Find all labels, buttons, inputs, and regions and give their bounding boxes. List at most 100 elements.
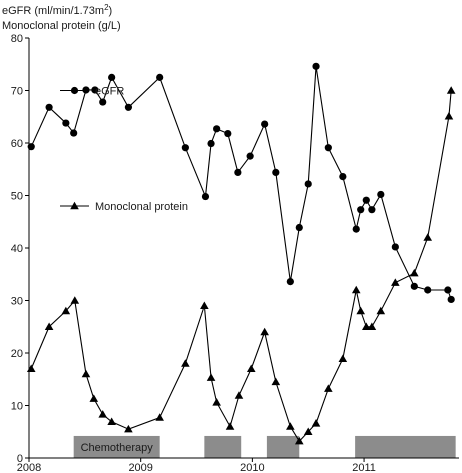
egfr-point [224, 129, 232, 138]
legend-label: eGFR [95, 86, 124, 98]
y-tick-label: 30 [11, 296, 23, 308]
monoclonal-protein-point [98, 410, 108, 418]
monoclonal-protein-point [324, 384, 333, 392]
chemo-label: Chemotherapy [81, 442, 154, 454]
header-line-2: Monoclonal protein (g/L) [2, 20, 121, 32]
egfr-point [391, 243, 399, 251]
egfr-point [99, 98, 107, 106]
monoclonal-protein-point [391, 278, 400, 286]
monoclonal-protein-point [311, 419, 321, 427]
legend: eGFR Monoclonal protein [60, 86, 188, 213]
monoclonal-protein-point [356, 306, 366, 315]
egfr-point [362, 196, 370, 204]
monoclonal-protein-point [61, 306, 71, 315]
chemo-bar [355, 435, 456, 458]
egfr-point [410, 282, 418, 290]
egfr-point [424, 286, 432, 294]
egfr-point [156, 73, 164, 81]
egfr-point [124, 103, 133, 111]
egfr-line [30, 66, 452, 300]
monoclonal-protein-point [44, 322, 54, 330]
egfr-point [447, 295, 455, 304]
chemo-bar [73, 435, 160, 458]
header-line-1-tail: ) [109, 5, 113, 17]
monoclonal-protein-point [89, 394, 99, 402]
egfr-point [324, 144, 332, 152]
monoclonal-protein-point [338, 354, 348, 362]
y-tick-label: 80 [11, 33, 23, 45]
legend-marker [70, 201, 79, 210]
series [26, 62, 456, 445]
egfr-point [286, 278, 294, 286]
egfr-point [27, 143, 35, 151]
series-monoclonal-protein [26, 86, 456, 445]
monoclonal-protein-point [294, 436, 304, 445]
egfr-point [45, 103, 53, 111]
axes: 0 10 20 30 40 50 60 70 80 2008 2009 2010 2011 [11, 33, 459, 473]
y-tick-label: 40 [11, 243, 23, 255]
monoclonal-protein-point [225, 422, 235, 430]
monoclonal-protein-point [234, 391, 244, 399]
egfr-point [304, 180, 312, 188]
monoclonal-protein-point [206, 373, 216, 381]
egfr-point [444, 286, 452, 294]
series-egfr [27, 62, 455, 304]
x-tick-label: 2009 [128, 462, 152, 473]
monoclonal-protein-point [444, 111, 454, 120]
monoclonal-protein-point [423, 233, 433, 241]
egfr-point [213, 125, 221, 133]
legend-marker [70, 86, 79, 95]
monoclonal-protein-point [200, 301, 209, 309]
chemo-bar [204, 435, 242, 458]
egfr-point [368, 206, 376, 214]
header-line-1-text: eGFR (ml/min/1.73m [2, 5, 104, 17]
egfr-point [181, 144, 189, 152]
chemo-bars: Chemotherapy [73, 435, 456, 458]
y-tick-label: 0 [17, 453, 23, 465]
chart-header: eGFR (ml/min/1.73m2) Monoclonal protein … [2, 3, 121, 32]
egfr-point [272, 168, 280, 176]
y-tick-label: 70 [11, 86, 23, 98]
monoclonal-protein-point [367, 322, 377, 330]
egfr-point [246, 152, 254, 160]
header-line-1: eGFR (ml/min/1.73m2) [2, 3, 112, 17]
monoclonal-protein-point [446, 86, 456, 94]
monoclonal-protein-point [26, 364, 36, 372]
egfr-point [91, 86, 99, 94]
monoclonal-protein-point [70, 296, 80, 304]
monoclonal-protein-point [81, 369, 91, 378]
egfr-point [70, 129, 78, 137]
legend-item-monoclonal-protein: Monoclonal protein [60, 201, 188, 213]
monoclonal-protein-line [30, 90, 452, 443]
monoclonal-protein-point [155, 413, 164, 421]
egfr-point [312, 62, 320, 70]
egfr-point [339, 173, 347, 181]
x-tick-label: 2008 [17, 462, 41, 473]
egfr-point [108, 73, 116, 81]
legend-label: Monoclonal protein [95, 201, 188, 213]
x-tick-label: 2010 [240, 462, 264, 473]
monoclonal-protein-point [107, 417, 116, 425]
egfr-point [234, 168, 242, 176]
egfr-point [295, 223, 303, 232]
header-line-1-superscript: 2 [104, 3, 109, 12]
egfr-point [357, 206, 365, 214]
x-tick-label: 2011 [352, 462, 376, 473]
monoclonal-protein-point [271, 377, 281, 386]
monoclonal-protein-point [361, 322, 371, 330]
legend-item-egfr: eGFR [60, 86, 124, 98]
monoclonal-protein-point [351, 285, 361, 294]
egfr-point [62, 119, 70, 127]
y-tick-label: 50 [11, 191, 23, 203]
monoclonal-protein-point [376, 306, 386, 315]
monoclonal-protein-point [303, 427, 313, 435]
egfr-point [352, 225, 360, 233]
egfr-point [261, 120, 269, 128]
y-tick-label: 10 [11, 401, 23, 413]
monoclonal-protein-point [181, 359, 190, 367]
chemo-bar [266, 435, 300, 458]
monoclonal-protein-point [246, 364, 256, 372]
monoclonal-protein-point [212, 398, 221, 406]
